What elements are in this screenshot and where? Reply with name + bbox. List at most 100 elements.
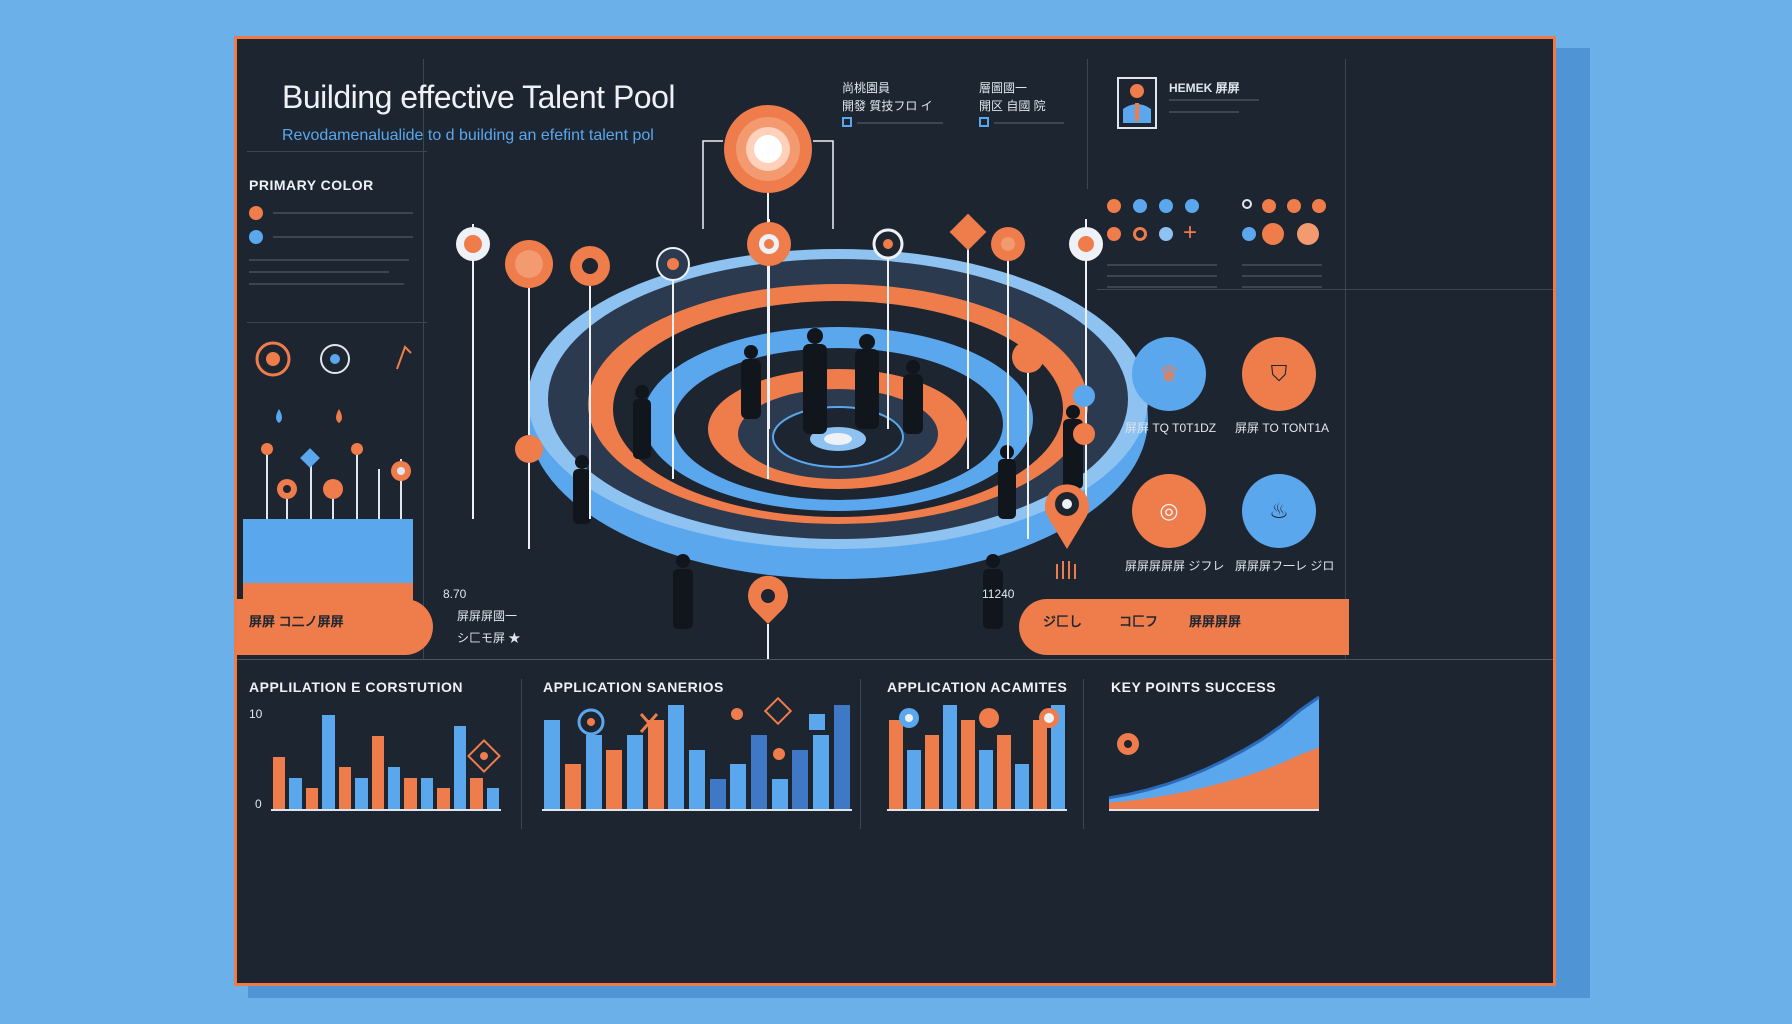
chart-bar bbox=[544, 719, 561, 809]
chart-bar bbox=[1051, 705, 1065, 809]
feature-label-1: 屏屏 TQ T0T1DZ bbox=[1125, 421, 1217, 435]
grid-line bbox=[1345, 59, 1346, 659]
primary-color-swatch-blue[interactable] bbox=[249, 230, 263, 244]
info-pill-left[interactable]: 屏屏 コ二ノ屏屏 bbox=[237, 599, 433, 655]
placeholder-line bbox=[1107, 275, 1217, 277]
flame-icon bbox=[467, 739, 501, 773]
legend-dot bbox=[1262, 199, 1276, 213]
legend-text: 層圖國一 bbox=[979, 81, 1028, 95]
primary-color-swatch-orange[interactable] bbox=[249, 206, 263, 220]
axis-tick-top: 10 bbox=[249, 707, 263, 721]
legend-dot bbox=[1159, 227, 1173, 241]
feature-circle-2[interactable]: ⛉ bbox=[1242, 337, 1316, 411]
page-subtitle: Revodamenalualide to d building an efefi… bbox=[282, 127, 654, 144]
placeholder-line bbox=[994, 122, 1064, 124]
placeholder-line bbox=[273, 236, 413, 238]
bar-chart-1 bbox=[271, 699, 501, 811]
chart-bar bbox=[486, 788, 500, 809]
grid-line bbox=[247, 322, 427, 323]
gear-icon bbox=[1117, 733, 1139, 755]
grid-line bbox=[860, 679, 861, 829]
chart-bar bbox=[889, 719, 903, 809]
activity-icons bbox=[899, 708, 1059, 728]
location-pin-icon bbox=[1045, 484, 1089, 579]
infographic-panel: Building effective Talent Pool Revodamen… bbox=[234, 36, 1556, 986]
placeholder-line bbox=[1107, 286, 1217, 288]
shield-icon: ⛉ bbox=[1270, 361, 1288, 386]
chart-bar bbox=[387, 767, 401, 809]
chart-bar bbox=[355, 777, 368, 809]
feature-circle-3[interactable]: ◎ bbox=[1132, 474, 1206, 548]
legend-dot bbox=[1312, 199, 1326, 213]
chart-bar bbox=[647, 719, 664, 809]
scenario-icons bbox=[577, 696, 825, 760]
section-label: APPLICATION SANERIOS bbox=[543, 679, 724, 695]
legend-dot bbox=[1159, 199, 1173, 213]
placeholder-line bbox=[1242, 286, 1322, 288]
placeholder-line bbox=[1107, 264, 1217, 266]
legend-dot bbox=[1107, 199, 1121, 213]
chart-bar bbox=[997, 734, 1011, 809]
chart-bar bbox=[420, 777, 434, 809]
chart-bar bbox=[943, 705, 957, 809]
legend-dot bbox=[1297, 223, 1319, 245]
left-icon-chart bbox=[243, 341, 413, 609]
legend-checkbox[interactable] bbox=[842, 117, 852, 127]
bar-chart-3 bbox=[887, 699, 1067, 811]
legend-dot bbox=[1262, 223, 1284, 245]
chart-bar bbox=[689, 749, 705, 809]
small-icons bbox=[1073, 385, 1095, 445]
chart-bar bbox=[1033, 719, 1047, 809]
chart-bar bbox=[470, 777, 483, 809]
pill-list-item: 屏屏屏國一 bbox=[457, 609, 518, 623]
talent-pool-illustration bbox=[456, 105, 1148, 659]
section-label: APPLICATION ACAMITES bbox=[887, 679, 1068, 695]
info-pill-right[interactable]: ジ匚し コ匚フ 屏屏屏屏 bbox=[1019, 599, 1349, 655]
chart-bar bbox=[1015, 764, 1029, 809]
pill-label: ジ匚し bbox=[1043, 614, 1083, 629]
feature-label-2: 屏屏 TO TONT1A bbox=[1235, 421, 1330, 435]
chart-bar bbox=[627, 734, 643, 809]
placeholder-line bbox=[857, 122, 943, 124]
legend-text: 開發 質技フロ イ bbox=[842, 99, 933, 113]
legend-dot bbox=[1242, 199, 1252, 209]
legend-checkbox[interactable] bbox=[979, 117, 989, 127]
legend-dot bbox=[1107, 227, 1121, 241]
area-chart-svg bbox=[1108, 695, 1320, 809]
profile-label: HEMEK 屏屏 bbox=[1169, 81, 1240, 95]
chart-bar bbox=[338, 767, 352, 809]
chart-bar bbox=[925, 734, 939, 809]
area-series-lower bbox=[1109, 747, 1319, 809]
area-chart-success bbox=[1108, 689, 1320, 811]
crown-icon: ♛ bbox=[1159, 361, 1179, 386]
feature-circle-1[interactable]: ♛ bbox=[1132, 337, 1206, 411]
chart-bar bbox=[813, 734, 829, 809]
chart-bar bbox=[792, 749, 809, 809]
pill-label: コ匚フ bbox=[1119, 614, 1159, 629]
grid-line bbox=[423, 59, 424, 659]
chart-bar bbox=[771, 779, 788, 809]
page-title: Building effective Talent Pool bbox=[282, 79, 675, 115]
feature-circle-4[interactable]: ♨ bbox=[1242, 474, 1316, 548]
pill-label: 屏屏屏屏 bbox=[1189, 614, 1242, 629]
grid-line bbox=[247, 151, 427, 152]
value-left: 8.70 bbox=[443, 587, 467, 601]
grid-line bbox=[1087, 59, 1088, 189]
section-label: APPLILATION E CORSTUTION bbox=[249, 679, 463, 695]
chart-bar bbox=[833, 705, 850, 809]
chart-bar bbox=[585, 734, 602, 809]
legend-dot bbox=[1133, 199, 1147, 213]
axis-tick-bottom: 0 bbox=[255, 797, 262, 811]
chart-bar bbox=[730, 764, 747, 809]
chart-bar bbox=[404, 777, 417, 809]
chart-bar bbox=[453, 725, 467, 809]
chart-bar bbox=[322, 715, 335, 809]
bar-chart-2 bbox=[542, 699, 852, 811]
chart-bar bbox=[907, 749, 921, 809]
placeholder-line bbox=[273, 212, 413, 214]
chart-bar bbox=[961, 719, 975, 809]
chart-bar bbox=[371, 736, 385, 809]
grid-line bbox=[1097, 289, 1553, 290]
placeholder-line bbox=[249, 283, 404, 285]
flame-icon: ♨ bbox=[1269, 498, 1289, 523]
